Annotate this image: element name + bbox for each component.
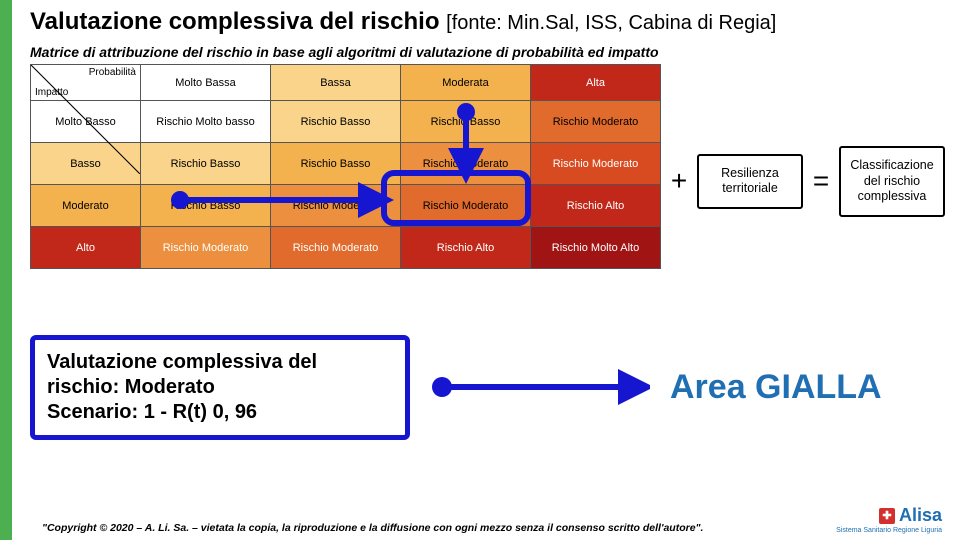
- matrix-cell: Rischio Alto: [401, 227, 531, 269]
- equation-row: ProbabilitàImpattoMolto BassaBassaModera…: [30, 64, 946, 299]
- matrix-cell: Rischio Basso: [401, 101, 531, 143]
- row-header: Alto: [31, 227, 141, 269]
- logo-badge-icon: ✚: [879, 508, 895, 524]
- impact-header: Impatto: [35, 87, 68, 98]
- matrix-cell: Rischio Moderato: [141, 227, 271, 269]
- result-row: Valutazione complessiva del rischio: Mod…: [30, 335, 946, 440]
- col-header: Moderata: [401, 65, 531, 101]
- logo-subtext: Sistema Sanitario Regione Liguria: [836, 527, 942, 534]
- equals-operator: =: [809, 165, 833, 197]
- matrix-cell: Rischio Moderato: [401, 185, 531, 227]
- risk-matrix-table: ProbabilitàImpattoMolto BassaBassaModera…: [30, 64, 661, 299]
- matrix-cell: Rischio Molto Alto: [531, 227, 661, 269]
- matrix-cell: Rischio Basso: [141, 185, 271, 227]
- title-source: [fonte: Min.Sal, ISS, Cabina di Regia]: [446, 12, 776, 34]
- col-header: Molto Bassa: [141, 65, 271, 101]
- logo-text: Alisa: [899, 505, 942, 526]
- matrix-cell: Rischio Moderato: [271, 185, 401, 227]
- matrix-cell: Rischio Moderato: [401, 143, 531, 185]
- risk-matrix: ProbabilitàImpattoMolto BassaBassaModera…: [30, 64, 661, 299]
- title-main: Valutazione complessiva del rischio: [30, 8, 446, 35]
- area-label: Area GIALLA: [670, 368, 882, 407]
- result-line2: Scenario: 1 - R(t) 0, 96: [47, 400, 393, 425]
- resilience-box: Resilienza territoriale: [697, 154, 803, 209]
- result-box: Valutazione complessiva del rischio: Mod…: [30, 335, 410, 440]
- result-line1: Valutazione complessiva del rischio: Mod…: [47, 350, 393, 400]
- classification-box: Classificazione del rischio complessiva: [839, 146, 945, 217]
- page-title: Valutazione complessiva del rischio [fon…: [30, 8, 946, 36]
- matrix-cell: Rischio Alto: [531, 185, 661, 227]
- matrix-cell: Rischio Basso: [271, 143, 401, 185]
- matrix-corner-cell: Probabilità Impatto: [31, 65, 141, 101]
- matrix-cell: Rischio Moderato: [531, 143, 661, 185]
- matrix-cell: Rischio Moderato: [271, 227, 401, 269]
- probability-header: Probabilità: [89, 67, 136, 78]
- matrix-cell: Rischio Basso: [141, 143, 271, 185]
- footer: "Copyright © 2020 – A. Li. Sa. – vietata…: [12, 505, 960, 534]
- subtitle: Matrice di attribuzione del rischio in b…: [30, 44, 660, 60]
- matrix-cell: Rischio Basso: [271, 101, 401, 143]
- slide: Valutazione complessiva del rischio [fon…: [0, 0, 960, 540]
- matrix-cell: Rischio Molto basso: [141, 101, 271, 143]
- matrix-cell: Rischio Moderato: [531, 101, 661, 143]
- copyright: "Copyright © 2020 – A. Li. Sa. – vietata…: [42, 522, 703, 534]
- logo: ✚ Alisa Sistema Sanitario Regione Liguri…: [836, 505, 942, 534]
- row-header: Moderato: [31, 185, 141, 227]
- col-header: Alta: [531, 65, 661, 101]
- plus-operator: +: [667, 165, 691, 197]
- result-arrow: [430, 357, 650, 417]
- col-header: Bassa: [271, 65, 401, 101]
